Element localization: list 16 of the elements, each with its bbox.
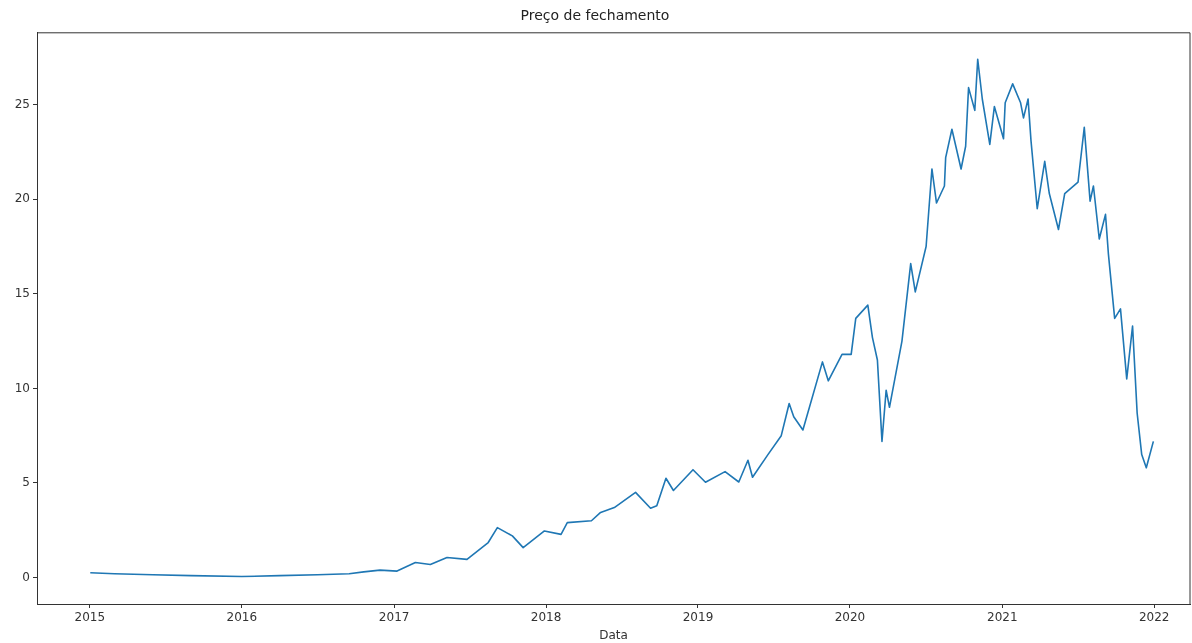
x-tick-label: 2015 — [74, 610, 106, 625]
y-tick-label: 15 — [14, 285, 30, 300]
x-tick-label: 2019 — [682, 610, 714, 625]
x-tick-label: 2020 — [834, 610, 866, 625]
y-tick-label: 20 — [14, 191, 30, 206]
chart-title: Preço de fechamento — [520, 7, 670, 24]
x-tick-label: 2022 — [1138, 610, 1170, 625]
x-tick-label: 2018 — [530, 610, 562, 625]
x-tick-label: 2016 — [226, 610, 258, 625]
y-tick-label: 25 — [14, 96, 30, 111]
y-tick-label: 5 — [22, 475, 30, 490]
y-tick-label: 0 — [22, 569, 30, 584]
x-axis-title: Data — [599, 627, 628, 642]
x-tick-label: 2021 — [987, 610, 1018, 625]
x-tick-label: 2017 — [378, 610, 410, 625]
y-tick-label: 10 — [14, 380, 30, 395]
